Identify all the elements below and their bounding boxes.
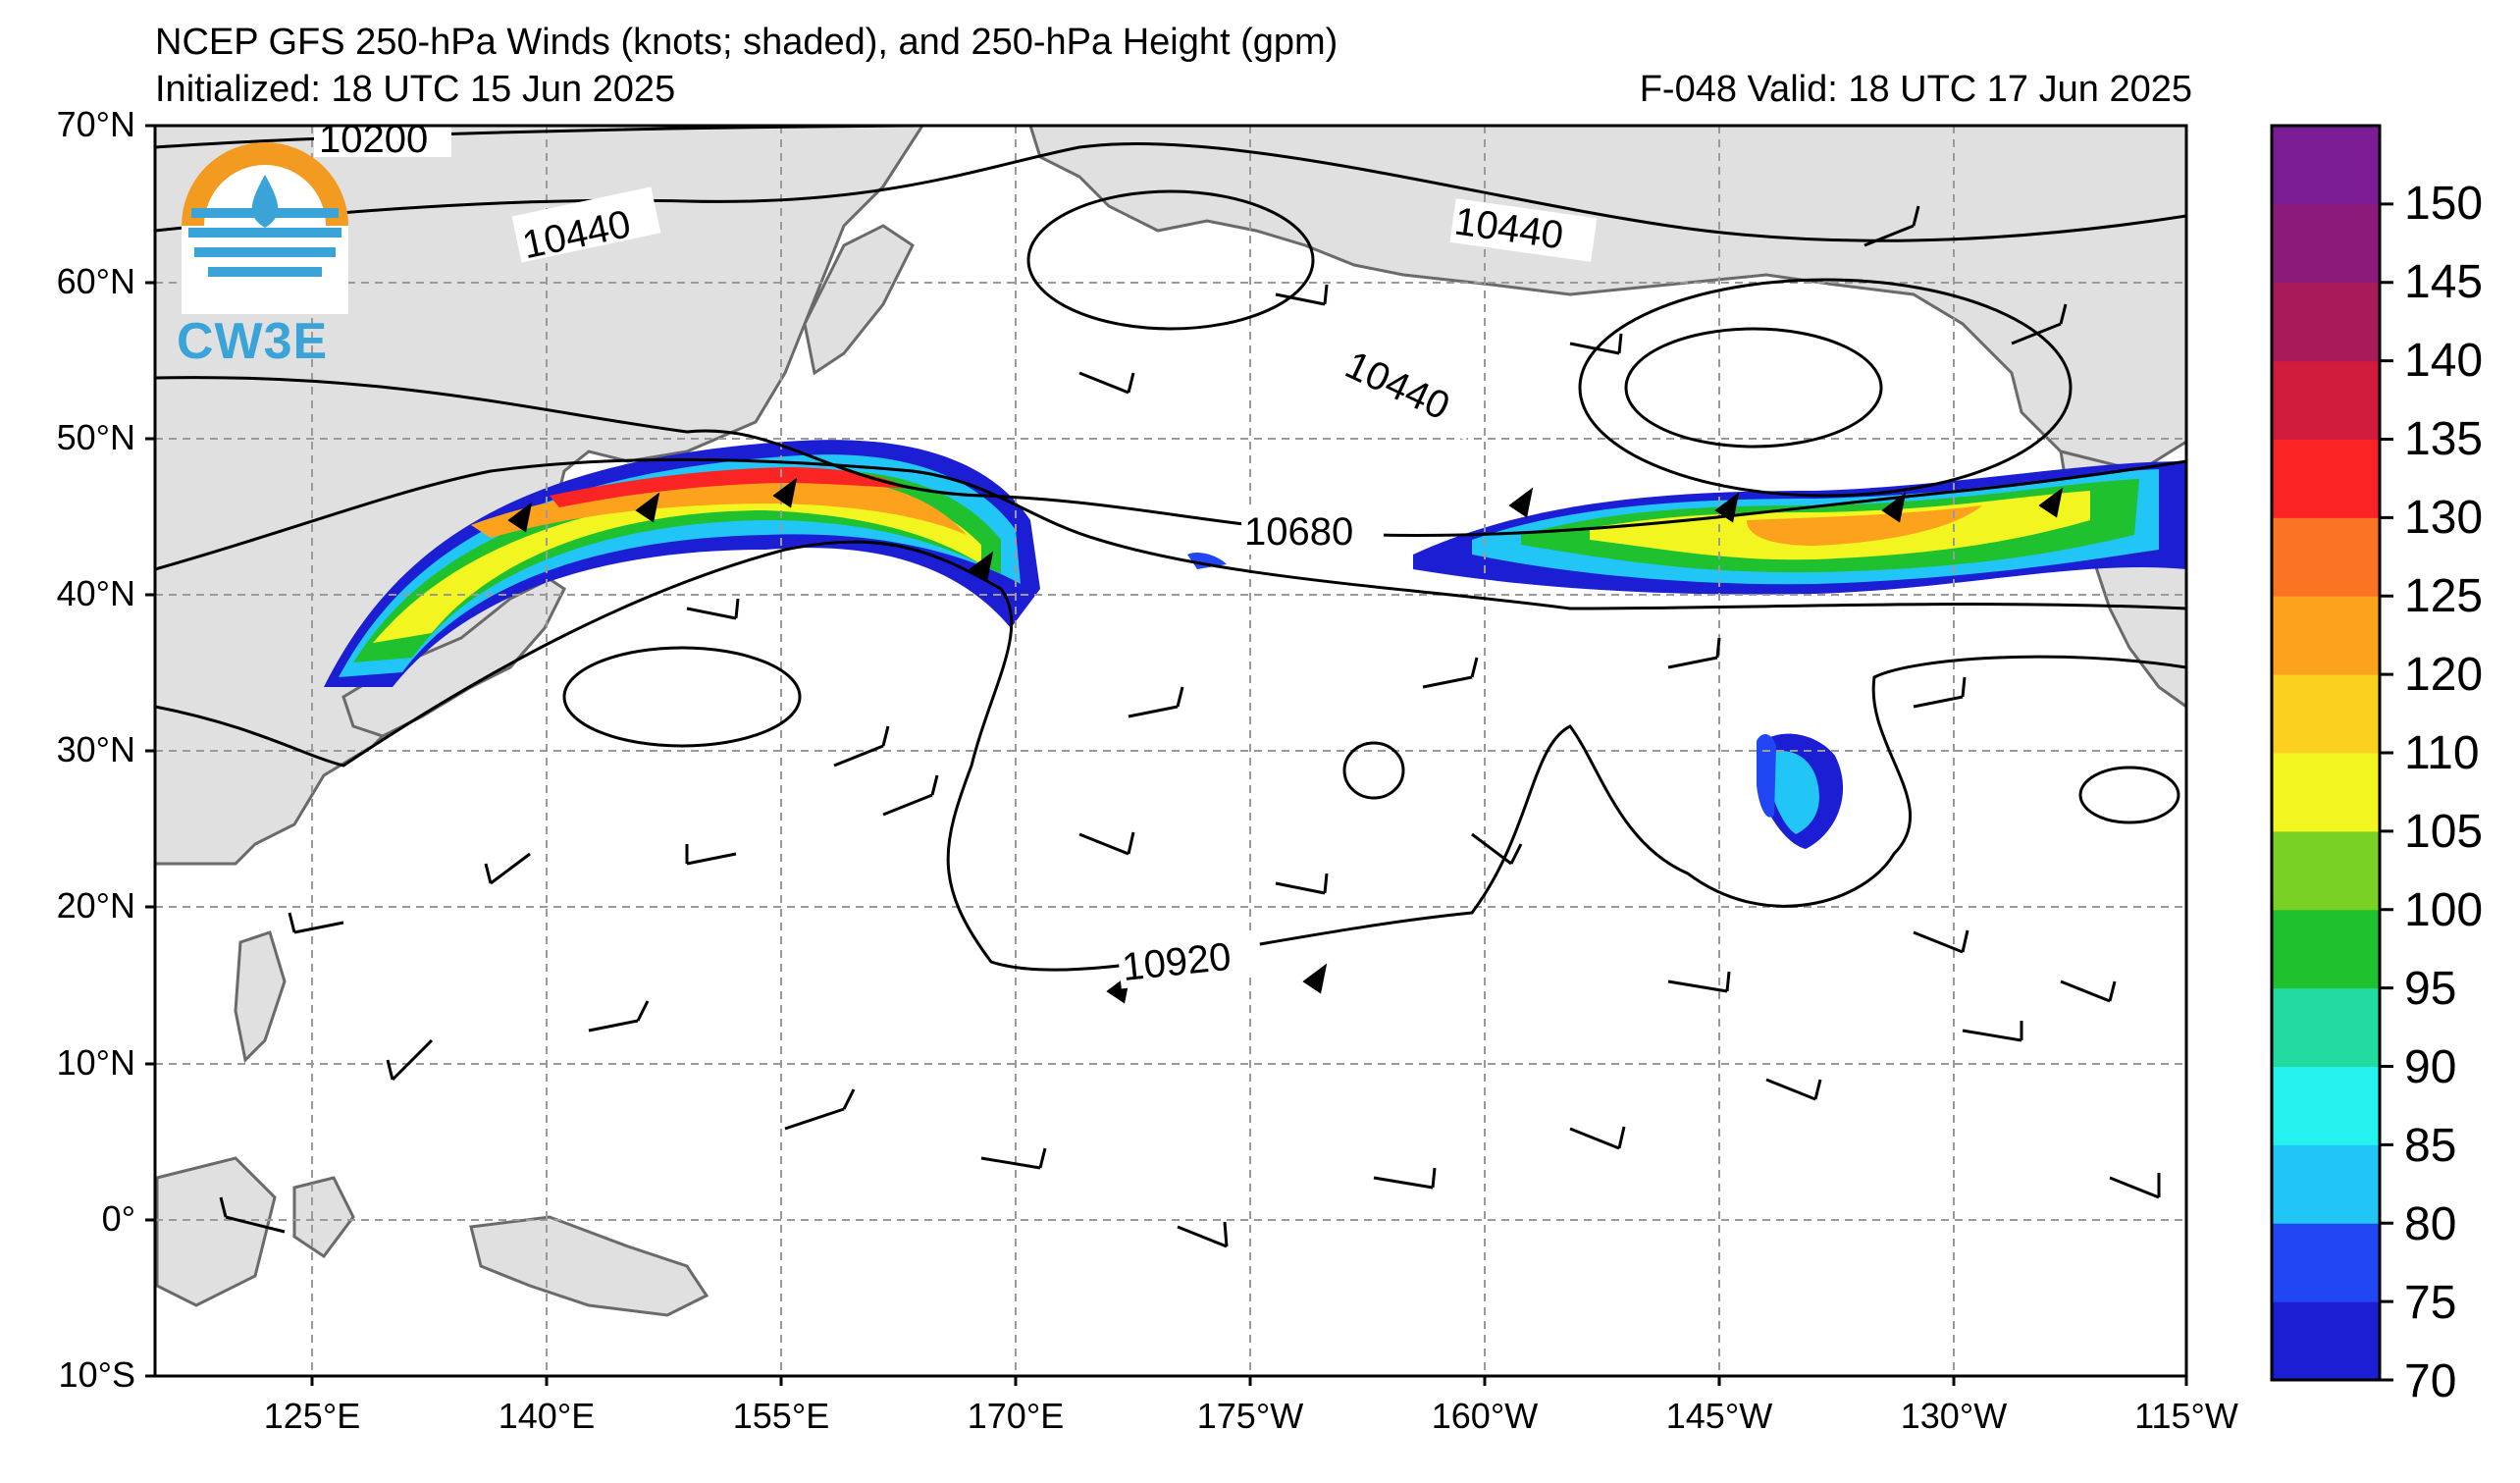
land-newguinea [469, 1215, 709, 1317]
land-philippines [234, 930, 287, 1064]
contour-label-10680: 10680 [1244, 510, 1353, 554]
lon-label-155e: 155°E [732, 1396, 830, 1436]
map-title: NCEP GFS 250-hPa Winds (knots; shaded), … [155, 22, 1339, 63]
colorbar-swatch [2272, 439, 2380, 518]
lon-label-140e: 140°E [498, 1396, 596, 1436]
colorbar-swatch [2272, 674, 2380, 754]
colorbar-swatch [2272, 753, 2380, 832]
colorbar-label-85: 85 [2404, 1120, 2457, 1172]
jet-west [324, 440, 1040, 687]
lat-label-70n: 70°N [56, 104, 135, 144]
jet-east [1187, 461, 2186, 849]
lat-label-40n: 40°N [56, 573, 135, 613]
colorbar-swatch [2272, 360, 2380, 440]
colorbar-swatch [2272, 282, 2380, 362]
lon-label-115w: 115°W [2134, 1396, 2238, 1436]
wind-barbs [219, 205, 2161, 1248]
colorbar-label-135: 135 [2404, 413, 2484, 465]
colorbar-swatch [2272, 203, 2380, 284]
lon-label-160w: 160°W [1431, 1396, 1539, 1436]
colorbar-label-120: 120 [2404, 649, 2484, 701]
height-contours [155, 126, 2186, 972]
lat-label-60n: 60°N [56, 261, 135, 301]
colorbar-label-100: 100 [2404, 884, 2484, 936]
colorbar-label-95: 95 [2404, 963, 2457, 1015]
initialized-time: Initialized: 18 UTC 15 Jun 2025 [155, 69, 676, 110]
colorbar-label-150: 150 [2404, 178, 2484, 230]
lat-label-20n: 20°N [56, 885, 135, 926]
colorbar-swatch [2272, 1223, 2380, 1302]
colorbar-label-110: 110 [2404, 727, 2480, 779]
colorbar-swatch [2272, 596, 2380, 675]
colorbar-swatch [2272, 909, 2380, 989]
colorbar-label-105: 105 [2404, 806, 2484, 858]
colorbar-label-75: 75 [2404, 1277, 2457, 1329]
lat-label-50n: 50°N [56, 417, 135, 457]
colorbar-swatch [2272, 1144, 2380, 1224]
colorbar-label-140: 140 [2404, 335, 2484, 387]
lon-label-170e: 170°E [967, 1396, 1065, 1436]
land-japan [341, 577, 566, 738]
cw3e-logo-text: CW3E [177, 313, 329, 370]
land-sulawesi [292, 1176, 355, 1259]
colorbar-label-80: 80 [2404, 1198, 2457, 1250]
colorbar-label-130: 130 [2404, 492, 2484, 544]
lat-label-30n: 30°N [56, 729, 135, 769]
contour-label-10200: 10200 [319, 118, 428, 161]
lon-label-125e: 125°E [263, 1396, 361, 1436]
lon-label-130w: 130°W [1900, 1396, 2008, 1436]
colorbar-swatch [2272, 987, 2380, 1067]
graticule [155, 126, 2186, 1376]
colorbar [2270, 124, 2393, 1382]
colorbar-label-90: 90 [2404, 1041, 2457, 1093]
lon-label-145w: 145°W [1665, 1396, 1773, 1436]
colorbar-label-70: 70 [2404, 1355, 2457, 1407]
land-borneo [155, 1156, 277, 1307]
land-kamchatka [803, 224, 915, 376]
colorbar-frame [2270, 124, 2382, 1382]
axis-ticks [145, 124, 2188, 1386]
colorbar-swatch [2272, 517, 2380, 597]
colorbar-swatch [2272, 1301, 2380, 1381]
lat-label-0: 0° [101, 1198, 135, 1239]
colorbar-swatch [2272, 126, 2380, 205]
lat-label-10s: 10°S [58, 1354, 135, 1395]
colorbar-label-145: 145 [2404, 256, 2484, 308]
map-area: 10200 10440 10440 10440 10680 10920 [155, 118, 2186, 1376]
lat-label-10n: 10°N [56, 1042, 135, 1083]
valid-time: F-048 Valid: 18 UTC 17 Jun 2025 [1639, 69, 2192, 110]
colorbar-label-125: 125 [2404, 570, 2484, 622]
lon-label-175w: 175°W [1196, 1396, 1304, 1436]
cw3e-logo [182, 142, 348, 314]
colorbar-swatch [2272, 830, 2380, 911]
colorbar-swatch [2272, 1066, 2380, 1145]
